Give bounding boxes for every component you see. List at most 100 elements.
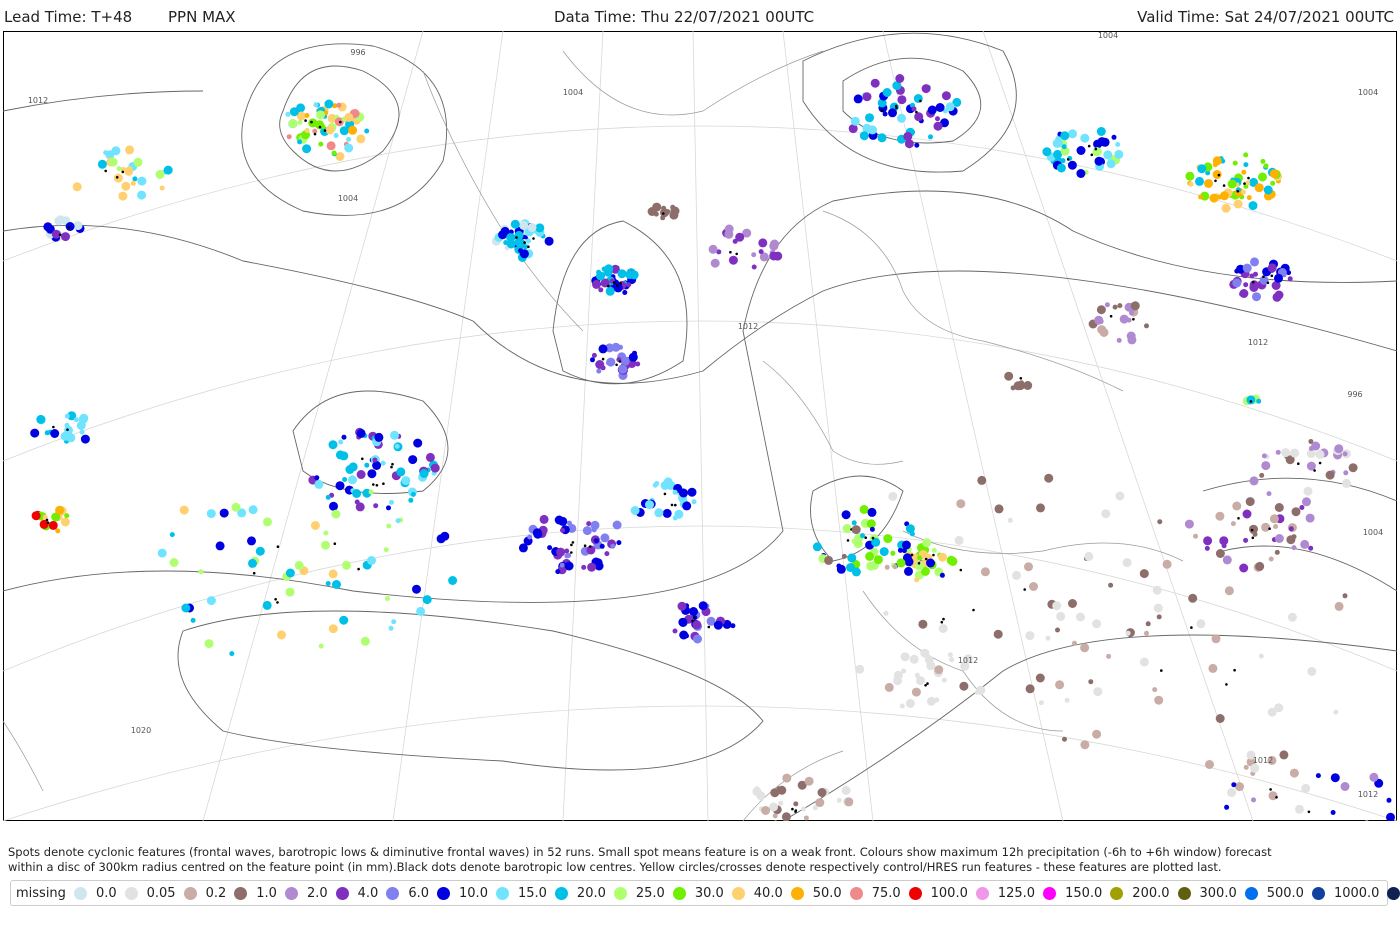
legend-swatch	[437, 886, 451, 900]
legend-item: 6.0	[408, 886, 451, 901]
feature-spot	[1092, 147, 1102, 157]
feature-spot	[1060, 158, 1066, 164]
feature-spot	[803, 815, 809, 821]
low-centre	[607, 284, 610, 288]
feature-spot	[328, 569, 338, 579]
legend-label: 125.0	[997, 885, 1036, 901]
legend-label: 100.0	[930, 885, 968, 901]
low-centre	[924, 684, 927, 687]
feature-spot	[934, 665, 944, 675]
legend-swatch	[386, 886, 400, 900]
feature-spot	[817, 788, 827, 797]
feature-spot	[781, 812, 791, 821]
feature-spot	[904, 566, 913, 576]
feature-spot	[116, 166, 122, 172]
feature-spot	[368, 489, 374, 495]
low-centre	[880, 109, 884, 113]
feature-spot	[1067, 160, 1077, 170]
feature-spot	[1101, 509, 1111, 519]
feature-spot	[231, 502, 241, 512]
feature-spot	[1188, 593, 1198, 603]
low-centre	[1233, 668, 1236, 672]
low-centre	[1251, 280, 1255, 284]
feature-spot	[1068, 599, 1077, 608]
feature-spot	[314, 475, 320, 481]
feature-spot	[593, 538, 599, 544]
legend-label: 10.0	[459, 885, 488, 901]
low-centre	[791, 807, 794, 811]
feature-spot	[1253, 271, 1258, 277]
feature-spot	[626, 282, 632, 288]
feature-spot	[137, 176, 147, 186]
feature-spot	[928, 134, 933, 140]
low-centre	[729, 250, 732, 254]
feature-spot	[812, 805, 818, 811]
feature-spot	[133, 157, 143, 167]
feature-spot	[285, 587, 295, 597]
feature-spot	[952, 97, 962, 107]
feature-spot	[708, 244, 718, 254]
feature-spot	[938, 624, 948, 633]
legend-swatch	[613, 886, 627, 900]
feature-spot	[1245, 497, 1255, 507]
feature-spot	[1267, 707, 1277, 717]
feature-spots	[30, 74, 1395, 821]
feature-spot	[1010, 385, 1016, 391]
feature-spot	[1258, 172, 1267, 182]
feature-spot	[877, 133, 887, 143]
feature-spot	[39, 519, 49, 529]
feature-spot	[1225, 206, 1231, 211]
low-centre	[932, 553, 935, 557]
feature-spot	[342, 560, 351, 570]
low-centre	[612, 281, 616, 284]
feature-spot	[1271, 281, 1281, 290]
feature-spot	[1162, 559, 1172, 569]
feature-spot	[1325, 470, 1335, 480]
low-centre	[1066, 158, 1070, 161]
feature-spot	[1212, 162, 1218, 168]
feature-spot	[316, 110, 325, 120]
isobar-label: 1012	[28, 96, 48, 105]
feature-spot	[883, 534, 893, 544]
low-centre	[1268, 527, 1271, 530]
feature-spot	[1044, 473, 1054, 483]
feature-spot	[1269, 169, 1279, 179]
feature-spot	[1254, 183, 1264, 193]
feature-spot	[920, 566, 930, 576]
low-centre	[1225, 683, 1228, 686]
feature-spot	[1259, 472, 1265, 478]
feature-spot	[206, 596, 216, 606]
feature-spot	[1099, 328, 1109, 337]
legend-item: 50.0	[813, 886, 863, 901]
feature-spot	[1291, 507, 1301, 517]
feature-spot	[899, 703, 905, 709]
low-centre	[532, 237, 535, 240]
feature-spot	[598, 344, 608, 354]
feature-spot	[1342, 451, 1348, 457]
feature-spot	[318, 643, 324, 649]
feature-spot	[724, 229, 734, 239]
low-centre	[1023, 588, 1026, 591]
feature-spot	[1215, 714, 1225, 723]
feature-spot	[888, 491, 898, 501]
feature-spot	[564, 553, 570, 559]
feature-spot	[1154, 695, 1164, 705]
feature-spot	[688, 489, 694, 495]
feature-spot	[121, 181, 131, 191]
feature-spot	[198, 569, 204, 575]
feature-spot	[1106, 159, 1116, 169]
feature-spot	[1374, 778, 1384, 788]
low-centre	[735, 252, 738, 256]
feature-spot	[342, 477, 348, 482]
feature-spot	[1330, 773, 1340, 783]
feature-spot	[888, 108, 897, 118]
feature-spot	[1243, 152, 1249, 158]
feature-spot	[1025, 684, 1035, 694]
feature-spot	[1274, 549, 1280, 555]
feature-spot	[559, 562, 565, 568]
feature-spot	[1242, 509, 1252, 519]
feature-spot	[67, 434, 73, 440]
feature-spot	[594, 561, 604, 571]
feature-spot	[1042, 147, 1052, 157]
feature-spot	[1268, 556, 1274, 562]
